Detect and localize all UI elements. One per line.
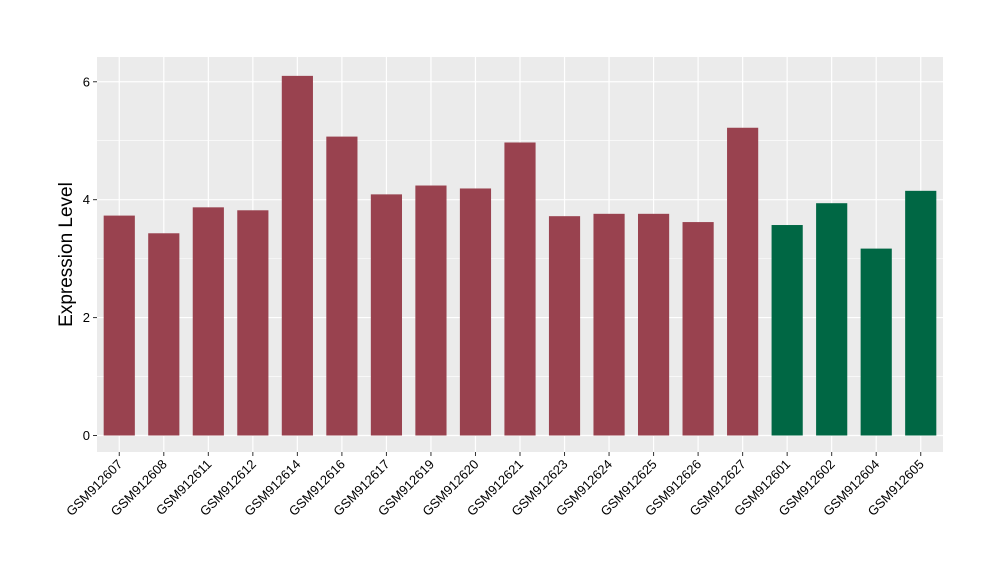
bar-GSM912605	[905, 190, 937, 436]
bar-GSM912621	[504, 142, 536, 436]
bar-GSM912601	[771, 225, 803, 436]
bar-GSM912623	[548, 216, 581, 436]
bar-GSM912602	[816, 203, 848, 436]
y-tick-label: 4	[83, 192, 90, 207]
bar-GSM912617	[370, 194, 403, 436]
bar-GSM912620	[459, 188, 492, 436]
bar-GSM912612	[237, 210, 269, 436]
bar-GSM912619	[415, 185, 447, 436]
y-axis-title: Expression Level	[56, 182, 77, 327]
bar-GSM912625	[637, 213, 670, 436]
bar-GSM912608	[148, 233, 180, 436]
y-tick-label: 0	[83, 428, 90, 443]
bar-GSM912627	[727, 127, 759, 436]
x-axis-ticks: GSM912607GSM912608GSM912611GSM912612GSM9…	[63, 452, 927, 519]
bar-GSM912626	[682, 222, 714, 436]
bar-GSM912611	[192, 207, 224, 436]
bar-GSM912614	[281, 75, 313, 436]
y-tick-label: 2	[83, 310, 90, 325]
bars	[103, 75, 937, 436]
bar-GSM912607	[103, 215, 135, 436]
bar-GSM912624	[593, 213, 625, 436]
y-tick-label: 6	[83, 74, 90, 89]
bar-GSM912616	[326, 136, 358, 436]
y-axis-ticks: 0 2 4 6	[83, 74, 97, 443]
bar-GSM912604	[860, 248, 892, 436]
